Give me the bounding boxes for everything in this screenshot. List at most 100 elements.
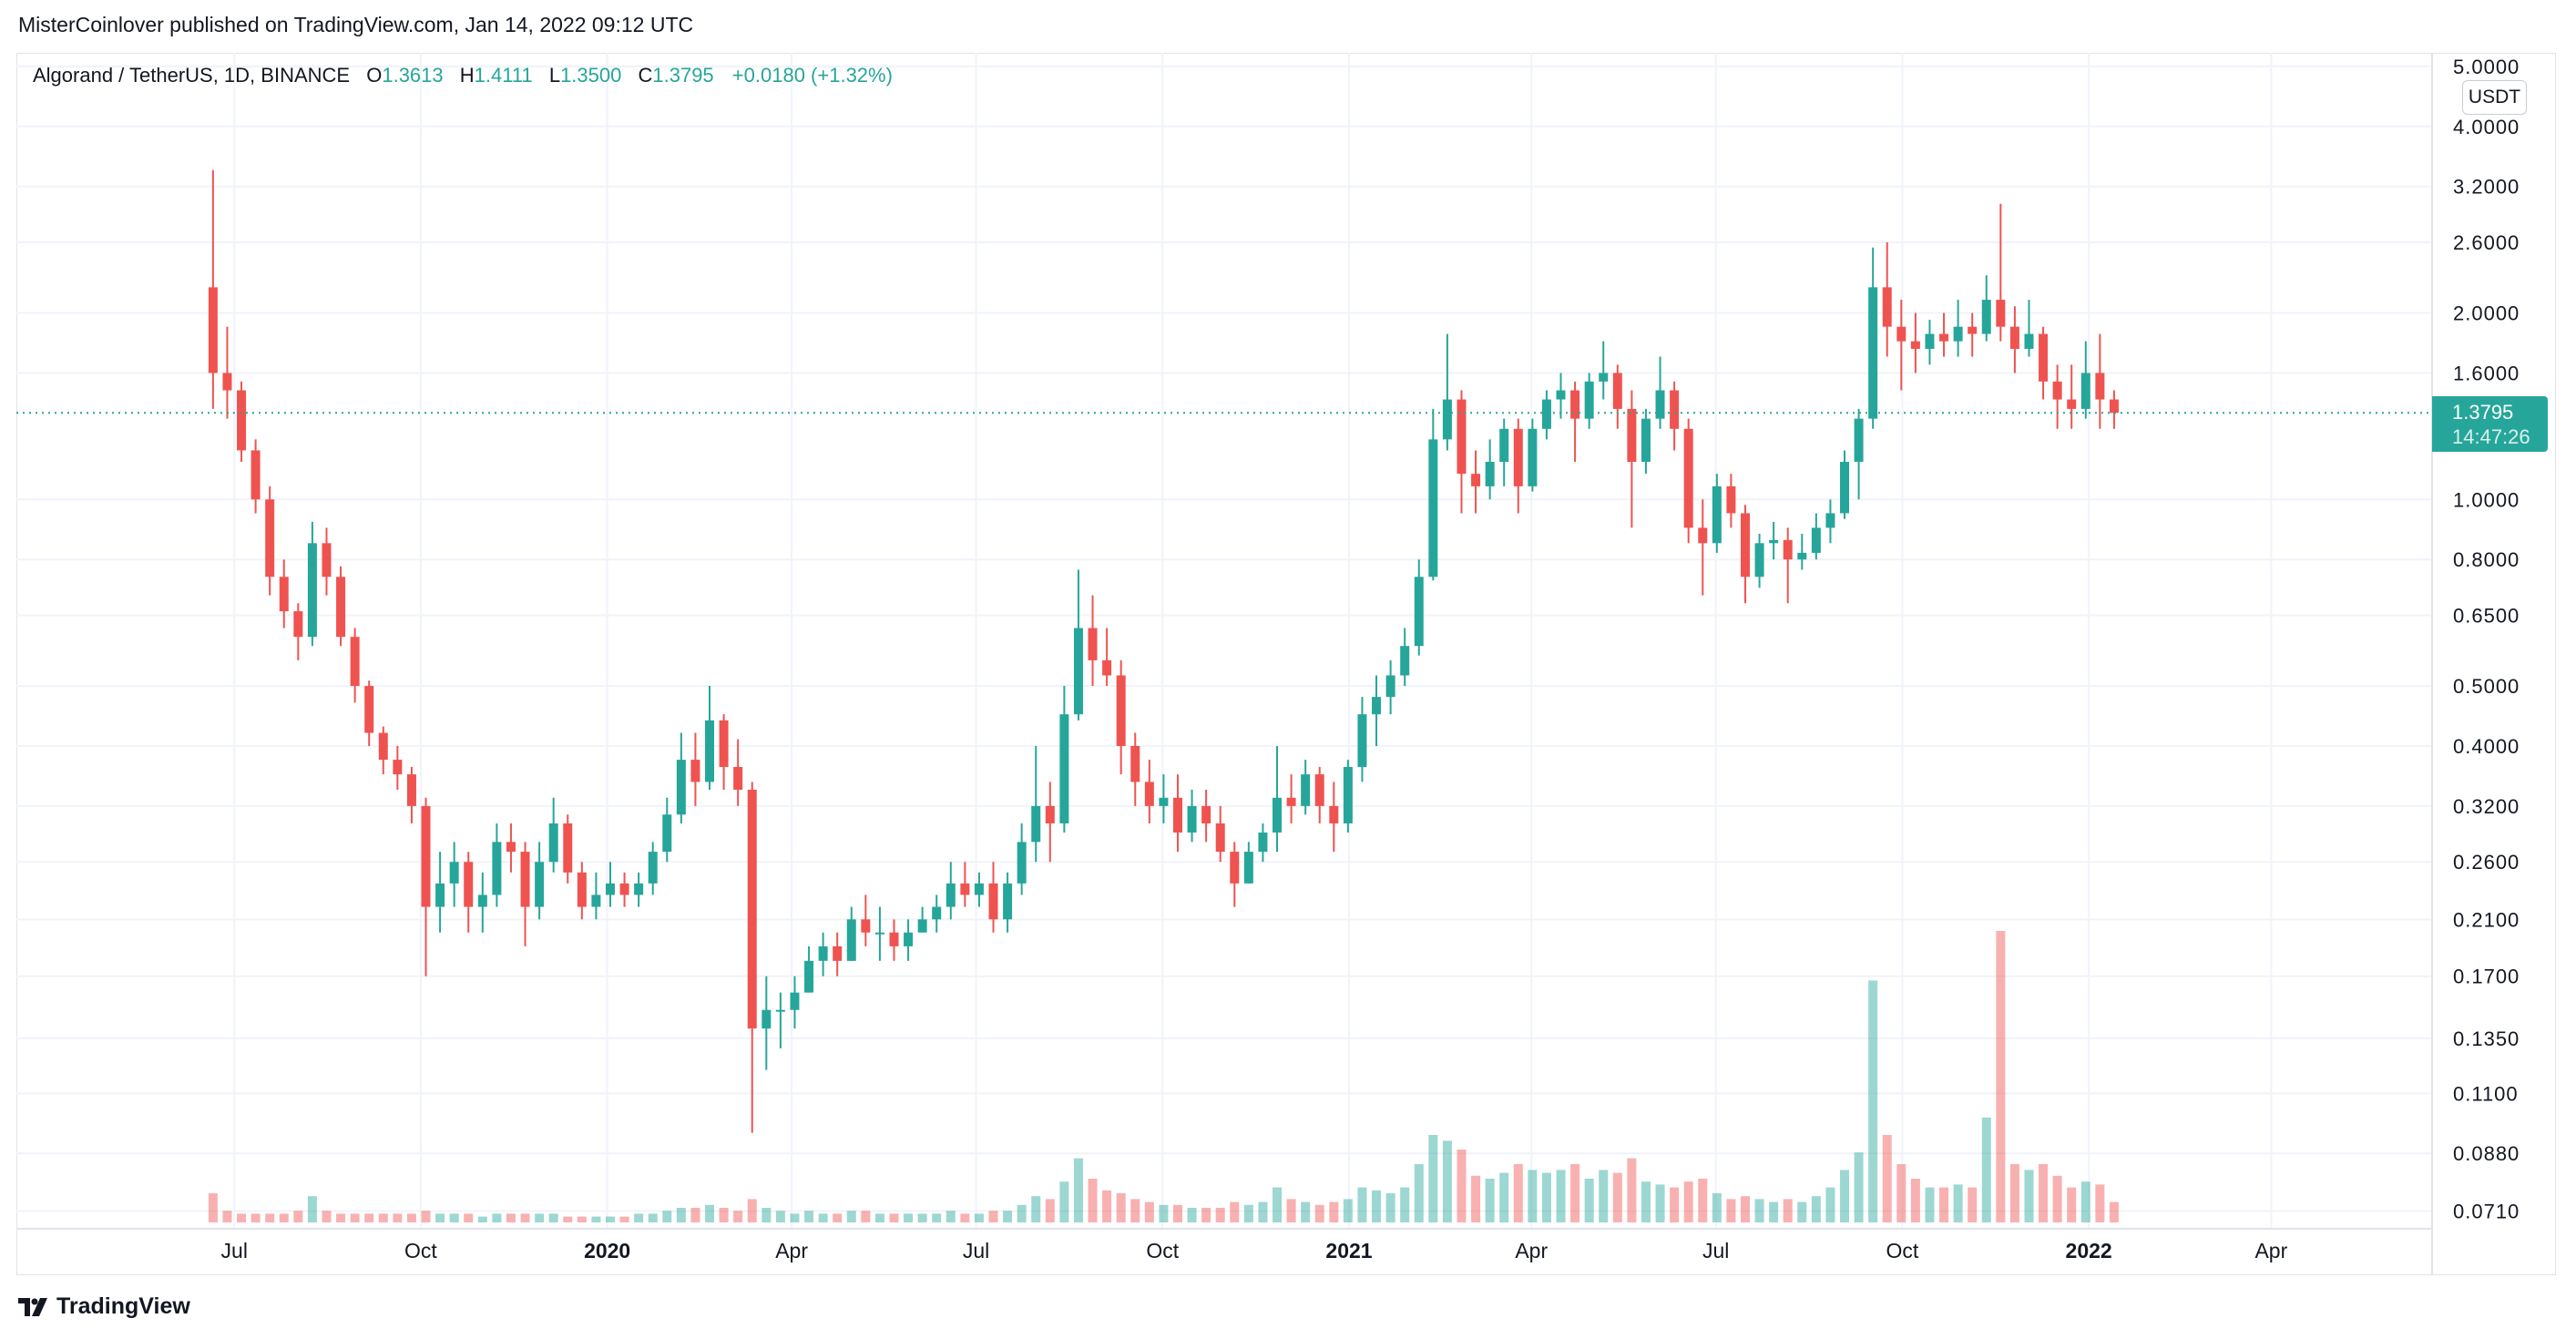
- candle-body: [605, 883, 615, 895]
- candle-body: [250, 450, 261, 500]
- candle-body: [2095, 373, 2105, 400]
- volume-bar: [1896, 1164, 1906, 1222]
- candle: [1641, 408, 1651, 475]
- candle-body: [662, 814, 672, 853]
- volume-bar: [1868, 980, 1878, 1222]
- candle-body: [1159, 797, 1169, 806]
- candle-body: [449, 862, 459, 884]
- candle: [591, 872, 601, 920]
- candle: [634, 872, 644, 907]
- candle-body: [293, 611, 303, 638]
- volume-bar: [1683, 1181, 1693, 1222]
- candle: [874, 906, 884, 961]
- candle: [705, 686, 715, 790]
- time-tick-label: Jul: [221, 1239, 248, 1262]
- candle-body: [946, 883, 956, 907]
- candle-body: [1541, 399, 1551, 429]
- candle: [904, 919, 914, 961]
- volume-bar: [889, 1213, 899, 1222]
- candle-body: [336, 577, 346, 638]
- candle: [1485, 439, 1495, 500]
- candle-body: [1896, 326, 1906, 342]
- candle-body: [208, 287, 218, 373]
- candle: [222, 326, 232, 419]
- candle: [449, 842, 459, 907]
- volume-bar: [988, 1211, 998, 1222]
- volume-bar: [1556, 1170, 1566, 1222]
- candle: [1570, 381, 1580, 463]
- time-tick-label: Oct: [1886, 1239, 1919, 1262]
- volume-bar: [1641, 1181, 1651, 1222]
- volume-bar: [2095, 1184, 2105, 1222]
- candle-body: [1144, 782, 1154, 806]
- volume-bar: [974, 1213, 984, 1222]
- candle: [378, 726, 388, 775]
- candle-body: [648, 852, 658, 884]
- volume-bar: [747, 1199, 757, 1222]
- candle: [435, 852, 445, 933]
- price-tick-label: 0.2600: [2453, 851, 2520, 874]
- volume-bar: [1442, 1140, 1452, 1222]
- volume-bar: [1811, 1196, 1821, 1222]
- volume-bar: [2109, 1201, 2119, 1222]
- candle-body: [1372, 697, 1382, 715]
- close-value: 1.3795: [652, 64, 714, 87]
- volume-bar: [1499, 1172, 1509, 1222]
- bar-countdown: 14:47:26: [2452, 425, 2530, 448]
- tradingview-logo[interactable]: TradingView: [18, 1293, 190, 1320]
- candle-body: [477, 894, 487, 907]
- volume-bar: [648, 1213, 658, 1222]
- currency-button[interactable]: USDT: [2462, 80, 2527, 115]
- candle: [1599, 341, 1609, 400]
- volume-bar: [932, 1213, 942, 1222]
- volume-bar: [1910, 1179, 1920, 1222]
- candle-body: [818, 945, 828, 961]
- candle-body: [350, 637, 360, 687]
- volume-bar: [449, 1213, 459, 1222]
- candle-body: [1513, 428, 1523, 486]
- candle-body: [846, 919, 856, 961]
- volume-bar: [1712, 1193, 1722, 1222]
- volume-bar: [265, 1213, 275, 1222]
- candle-body: [1556, 390, 1566, 400]
- candle: [2009, 306, 2019, 373]
- candle-body: [1130, 745, 1140, 782]
- candle-body: [974, 883, 984, 895]
- candle-body: [1017, 842, 1027, 884]
- volume-bar: [2024, 1170, 2034, 1222]
- volume-bar: [719, 1208, 729, 1222]
- candle-body: [1599, 373, 1609, 382]
- candle: [1471, 450, 1481, 514]
- volume-bar: [1159, 1204, 1169, 1222]
- candle-body: [1059, 714, 1069, 823]
- candle-body: [1215, 823, 1225, 853]
- candle: [520, 842, 530, 946]
- candle-body: [917, 919, 927, 933]
- volume-bar: [1882, 1135, 1892, 1222]
- volume-bar: [1314, 1204, 1324, 1222]
- candle: [946, 862, 956, 920]
- volume-bar: [733, 1211, 743, 1222]
- candle: [279, 559, 289, 629]
- time-tick-label: Jul: [963, 1239, 989, 1262]
- candle-body: [1683, 428, 1693, 528]
- candle: [506, 823, 516, 873]
- candle: [1953, 300, 1963, 357]
- volume-bar: [1414, 1164, 1424, 1222]
- candle: [2095, 333, 2105, 429]
- candle: [1045, 782, 1055, 863]
- volume-bar: [705, 1204, 715, 1222]
- volume-bar: [1953, 1184, 1963, 1222]
- candle: [846, 906, 856, 961]
- candle-body: [1172, 797, 1182, 833]
- candle: [1910, 312, 1920, 373]
- candle-body: [1273, 797, 1283, 833]
- time-tick-label: Apr: [775, 1239, 808, 1262]
- candle: [662, 797, 672, 863]
- volume-bar: [1116, 1193, 1126, 1222]
- volume-bar: [762, 1208, 772, 1222]
- volume-bar: [1968, 1187, 1978, 1222]
- candle-body: [1797, 552, 1807, 560]
- volume-bar: [1754, 1199, 1764, 1222]
